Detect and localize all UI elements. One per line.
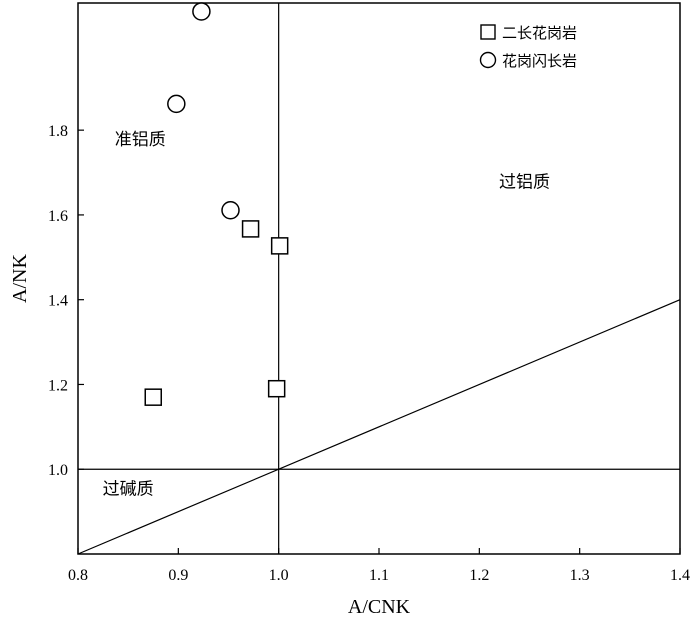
y-axis-title: A/NK bbox=[9, 254, 31, 303]
legend-marker-square bbox=[480, 24, 496, 40]
x-axis-title: A/CNK bbox=[348, 596, 411, 618]
region-label: 准铝质 bbox=[115, 130, 166, 150]
plot-frame bbox=[77, 2, 681, 555]
data-point-square bbox=[241, 220, 260, 238]
x-tick-label: 1.1 bbox=[369, 567, 389, 584]
data-point-circle bbox=[221, 201, 240, 220]
region-label: 过铝质 bbox=[499, 172, 550, 192]
x-tick-label: 1.2 bbox=[469, 567, 489, 584]
x-tick-label: 1.0 bbox=[269, 567, 289, 584]
data-point-square bbox=[270, 237, 289, 255]
data-point-circle bbox=[167, 94, 186, 114]
data-point-circle bbox=[192, 2, 211, 21]
x-tick-label: 0.9 bbox=[168, 567, 188, 584]
region-label: 过碱质 bbox=[103, 480, 154, 500]
reference-line-2 bbox=[77, 299, 681, 555]
y-tick-label: 1.4 bbox=[48, 293, 68, 310]
y-tick-label: 1.8 bbox=[48, 123, 68, 140]
y-tick-label: 1.0 bbox=[48, 462, 68, 479]
legend-label: 二长花岗岩 bbox=[502, 24, 577, 42]
x-tick-label: 1.4 bbox=[670, 567, 690, 584]
legend-marker-circle bbox=[479, 51, 497, 69]
x-tick-label: 1.3 bbox=[570, 567, 590, 584]
legend-label: 花岗闪长岩 bbox=[502, 52, 577, 70]
x-tick-label: 0.8 bbox=[68, 567, 88, 584]
y-tick-label: 1.2 bbox=[48, 377, 68, 394]
data-point-square bbox=[267, 379, 286, 398]
data-point-square bbox=[144, 388, 162, 406]
y-tick-label: 1.6 bbox=[48, 208, 68, 225]
